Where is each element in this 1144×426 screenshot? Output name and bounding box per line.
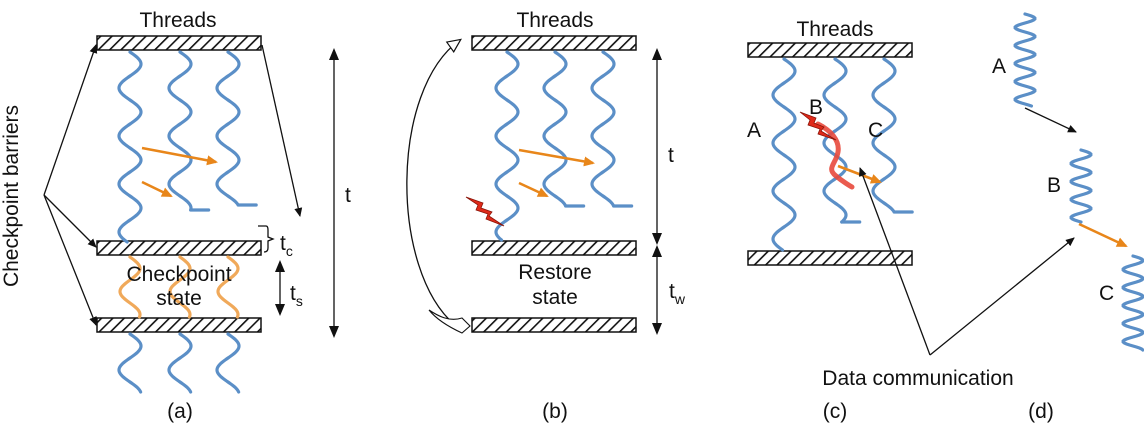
barrier-bottom (96, 317, 262, 333)
thread-wave (215, 332, 241, 394)
checkpoint-state-label: state (156, 287, 202, 310)
barrier-pointer-arrow (43, 194, 97, 326)
panel-d: A B C (d) (992, 12, 1144, 423)
arrow-head (652, 323, 662, 335)
thread-wave (117, 50, 143, 244)
thread-a-label: A (747, 119, 761, 142)
checkpoint-state-label: Checkpoint (126, 263, 231, 286)
checkpoint-state-wave (216, 255, 240, 319)
panel-b-threads-label: Threads (516, 9, 593, 32)
lightning-bolt-icon (465, 196, 505, 227)
panel-a-caption: (a) (167, 400, 193, 423)
checkpoint-barriers-label: Checkpoint barriers (0, 105, 23, 287)
thread-a-label: A (992, 55, 1006, 78)
tw-label: tw (669, 280, 686, 307)
panel-a-threads-label: Threads (139, 9, 216, 32)
barrier-middle (96, 240, 262, 256)
thread-wave (167, 50, 211, 212)
checkpoint-state-wave (118, 255, 142, 319)
barrier-bottom (471, 317, 637, 333)
arrow-head (652, 48, 662, 60)
restart-arrow-tail (428, 309, 471, 334)
communication-arrow (518, 148, 595, 167)
communication-arrow (518, 181, 549, 198)
data-communication-pointer (859, 167, 931, 356)
arrow-head (275, 304, 285, 316)
communication-arrow (141, 180, 173, 198)
tc-brace (258, 225, 275, 253)
thread-wave (590, 50, 634, 208)
thread-wave (542, 50, 586, 208)
time-t-label: t (345, 184, 351, 207)
communication-arrow (1078, 222, 1128, 248)
thread-wave (771, 57, 797, 252)
restart-arrow (406, 38, 462, 326)
barrier-bottom (747, 250, 913, 266)
panel-d-caption: (d) (1028, 400, 1054, 423)
checkpoint-state-wave (168, 255, 192, 319)
panel-b: Threads Restore state t tw (b) (406, 9, 686, 423)
data-communication-pointer (929, 237, 1075, 356)
arrow-head (329, 48, 339, 60)
arrow-head (652, 245, 662, 257)
failure-trace (815, 121, 855, 190)
communication-arrow (141, 146, 218, 166)
barrier-middle (471, 240, 637, 256)
barrier-pointer-arrow (261, 44, 303, 217)
thread-wave (494, 50, 520, 242)
thread-c-label: C (868, 119, 883, 142)
restore-state-label: state (532, 286, 578, 309)
panel-b-caption: (b) (542, 400, 568, 423)
thread-wave (1013, 12, 1037, 108)
data-communication-label: Data communication (822, 367, 1013, 390)
thread-wave (117, 332, 143, 394)
thread-wave (1069, 148, 1093, 224)
arrow-head (329, 326, 339, 338)
communication-arrow (1024, 107, 1077, 133)
barrier-pointer-arrow (43, 44, 98, 196)
ts-label: ts (290, 282, 303, 309)
panel-a: Threads Checkpoint barriers Checkpoint s… (0, 9, 351, 423)
panel-c-threads-label: Threads (796, 18, 873, 41)
thread-wave (871, 57, 914, 214)
thread-wave (215, 50, 258, 207)
barrier-pointer-arrow (43, 194, 97, 248)
thread-c-label: C (1099, 282, 1114, 305)
arrow-head (275, 260, 285, 272)
thread-b-label: B (1047, 174, 1061, 197)
panel-c: Threads A B C Data communication (c) (747, 18, 1075, 423)
communication-arrow (837, 164, 882, 184)
barrier-top (747, 42, 913, 58)
panel-c-caption: (c) (823, 400, 848, 423)
lightning-bolt-icon (799, 111, 837, 141)
thread-b-label: B (809, 96, 823, 119)
thread-wave (167, 332, 193, 394)
barrier-top (96, 35, 262, 51)
thread-wave (822, 57, 862, 224)
restore-state-label: Restore (518, 261, 592, 284)
thread-wave (1121, 254, 1144, 352)
arrow-head (652, 233, 662, 245)
tc-label: tc (280, 232, 293, 259)
barrier-top (471, 35, 637, 51)
time-t-label: t (668, 144, 674, 167)
